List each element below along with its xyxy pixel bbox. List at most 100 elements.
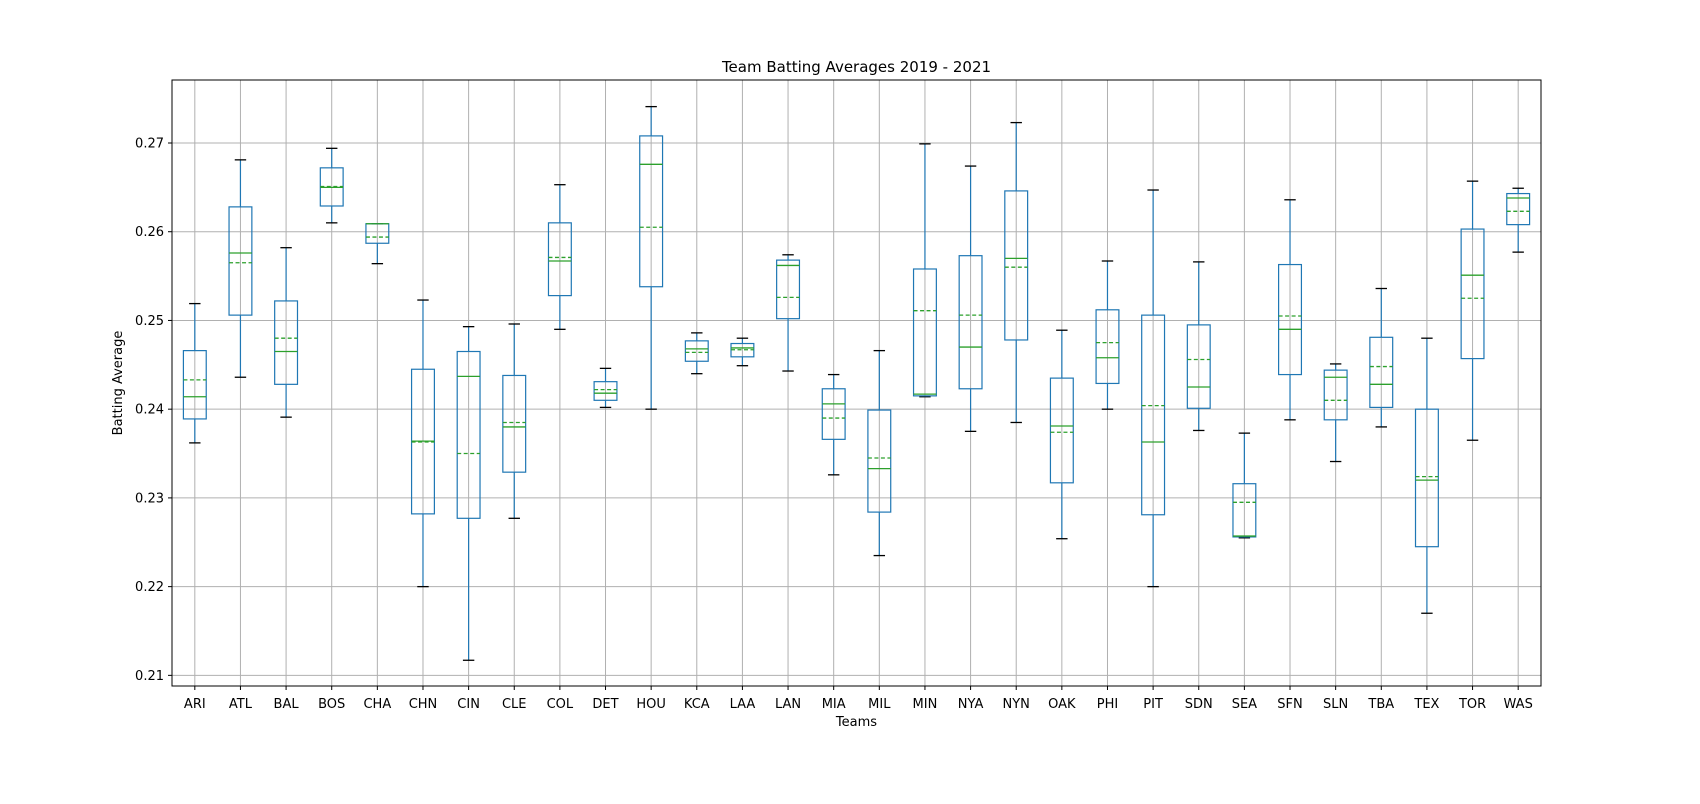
iqr-box	[639, 135, 664, 288]
iqr-box	[1278, 263, 1303, 376]
iqr-box	[1095, 309, 1120, 385]
box-kca	[684, 332, 709, 375]
x-tick-label: MIL	[868, 697, 891, 712]
box-col	[547, 184, 572, 330]
x-tick-label: TEX	[1413, 697, 1439, 712]
box-atl	[228, 159, 253, 378]
x-tick-label: CLE	[502, 697, 527, 712]
x-tick-label: CHN	[409, 697, 438, 712]
y-tick-label: 0.21	[135, 669, 164, 684]
iqr-box	[684, 340, 709, 362]
box-sea	[1232, 432, 1257, 539]
x-tick-label: BAL	[274, 697, 300, 712]
iqr-box	[1323, 369, 1348, 421]
box-lan	[776, 254, 801, 372]
iqr-box	[593, 381, 618, 401]
box-hou	[639, 105, 664, 410]
box-pit	[1141, 189, 1166, 588]
x-tick-label: ATL	[229, 697, 253, 712]
iqr-box	[776, 259, 801, 320]
box-min	[912, 143, 937, 398]
x-tick-label: PIT	[1143, 697, 1163, 712]
box-bal	[274, 247, 299, 418]
x-tick-label: CHA	[363, 697, 391, 712]
box-sln	[1323, 363, 1348, 463]
iqr-box	[1232, 483, 1257, 538]
x-tick-label: DET	[592, 697, 618, 712]
iqr-box	[1460, 228, 1485, 360]
box-oak	[1049, 329, 1074, 540]
box-chn	[410, 299, 435, 588]
x-tick-label: BOS	[318, 697, 345, 712]
box-phi	[1095, 260, 1120, 410]
box-laa	[730, 337, 755, 367]
box-cin	[456, 326, 481, 661]
iqr-box	[821, 388, 846, 440]
x-tick-label: MIN	[913, 697, 938, 712]
x-tick-label: PHI	[1097, 697, 1118, 712]
tick-layer: 0.21 0.22 0.23 0.24 0.25 0.26 0.27 ARI ATL BAL BOS…	[135, 136, 1533, 712]
y-tick-label: 0.27	[135, 136, 164, 151]
iqr-box	[1414, 408, 1439, 548]
iqr-box	[228, 206, 253, 316]
x-tick-label: COL	[547, 697, 574, 712]
iqr-box	[456, 350, 481, 519]
box-tex	[1414, 337, 1439, 614]
y-tick-label: 0.26	[135, 225, 164, 240]
box-mia	[821, 373, 846, 476]
iqr-box	[912, 268, 937, 397]
iqr-box	[274, 300, 299, 385]
x-tick-label: TBA	[1367, 697, 1394, 712]
box-nya	[958, 165, 983, 433]
box-mil	[867, 349, 892, 557]
box-ari	[182, 302, 207, 444]
y-tick-label: 0.24	[135, 403, 164, 418]
iqr-box	[958, 255, 983, 390]
x-tick-label: TOR	[1458, 697, 1486, 712]
iqr-box	[1369, 336, 1394, 408]
y-tick-label: 0.23	[135, 491, 164, 506]
x-tick-label: NYN	[1003, 697, 1030, 712]
y-axis-label: Batting Average	[111, 331, 126, 436]
box-was	[1506, 187, 1531, 253]
plot-area-frame	[171, 79, 1542, 687]
chart-title: Team Batting Averages 2019 - 2021	[721, 58, 991, 76]
x-tick-label: WAS	[1504, 697, 1533, 712]
x-tick-label: ARI	[184, 697, 206, 712]
iqr-box	[1049, 377, 1074, 484]
y-tick-label: 0.22	[135, 580, 164, 595]
x-tick-label: MIA	[822, 697, 846, 712]
iqr-box	[1004, 190, 1029, 341]
x-tick-label: SLN	[1323, 697, 1348, 712]
box-det	[593, 367, 618, 409]
box-sdn	[1186, 261, 1211, 432]
iqr-box	[502, 374, 527, 473]
iqr-box	[867, 409, 892, 513]
x-tick-label: LAA	[730, 697, 756, 712]
x-tick-label: KCA	[684, 697, 710, 712]
iqr-box	[182, 350, 207, 420]
iqr-box	[1186, 324, 1211, 409]
iqr-box	[547, 222, 572, 297]
x-tick-label: OAK	[1048, 697, 1076, 712]
iqr-box	[1141, 314, 1166, 516]
x-axis-label: Teams	[835, 715, 877, 730]
box-nyn	[1004, 121, 1029, 424]
iqr-box	[1506, 192, 1531, 226]
box-cha	[365, 223, 390, 265]
x-tick-label: NYA	[958, 697, 984, 712]
x-tick-label: LAN	[775, 697, 801, 712]
box-sfn	[1278, 199, 1303, 421]
x-tick-label: SEA	[1232, 697, 1257, 712]
box-bos	[319, 147, 344, 224]
box-tor	[1460, 180, 1485, 441]
x-tick-label: SFN	[1277, 697, 1302, 712]
box-layer	[182, 105, 1531, 661]
x-tick-label: SDN	[1185, 697, 1213, 712]
y-tick-label: 0.25	[135, 314, 164, 329]
x-tick-label: CIN	[457, 697, 480, 712]
box-tba	[1369, 287, 1394, 428]
box-cle	[502, 323, 527, 519]
